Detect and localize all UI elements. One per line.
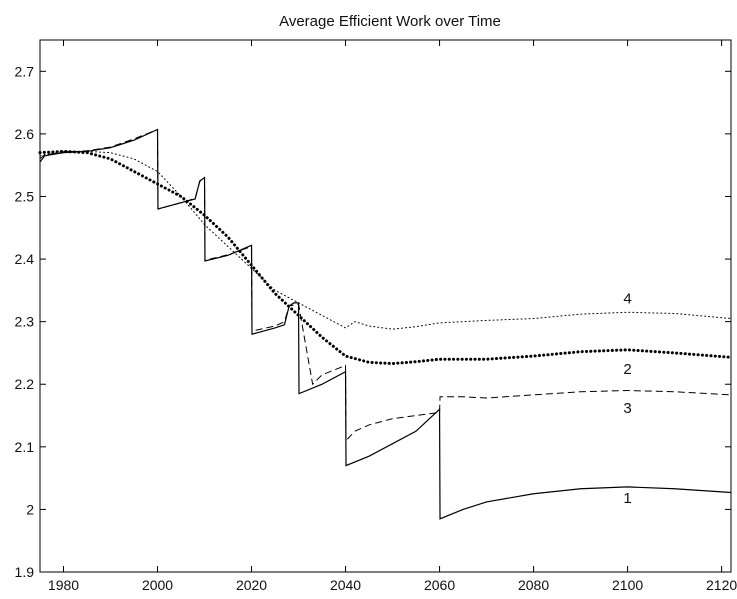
- series-labels: 4 2 3 1: [623, 290, 631, 507]
- x-tick-label: 2060: [424, 577, 455, 593]
- x-tick-label: 2040: [330, 577, 361, 593]
- series-line-3: [39, 128, 732, 442]
- y-tick-label: 2.1: [15, 439, 35, 455]
- y-tick-label: 2.3: [15, 314, 35, 330]
- plot-frame: [39, 39, 732, 573]
- series-label-3: 3: [623, 400, 631, 417]
- y-tick-label: 1.9: [15, 564, 35, 580]
- series-label-4: 4: [623, 290, 631, 307]
- series-line-1: [39, 128, 732, 520]
- y-tick-label: 2.7: [15, 63, 35, 79]
- series-label-1: 1: [623, 490, 631, 507]
- series-layer: [38, 128, 733, 520]
- x-tick-label: 1980: [48, 577, 79, 593]
- chart-title: Average Efficient Work over Time: [279, 13, 501, 30]
- x-tick-label: 2100: [612, 577, 643, 593]
- x-tick-label: 2080: [518, 577, 549, 593]
- x-tick-label: 2120: [706, 577, 737, 593]
- y-tick-label: 2: [26, 501, 34, 517]
- x-tick-label: 2020: [236, 577, 267, 593]
- y-axis: 1.9 2 2.1 2.2 2.3 2.4 2.5 2.6 2.7: [15, 63, 731, 580]
- series-label-2: 2: [623, 361, 631, 378]
- y-tick-label: 2.5: [15, 188, 35, 204]
- x-tick-label: 2000: [142, 577, 173, 593]
- x-axis: 1980 2000 2020 2040 2060 2080 2100 2120: [48, 40, 737, 593]
- y-tick-label: 2.4: [15, 251, 35, 267]
- y-tick-label: 2.6: [15, 126, 35, 142]
- series-line-2: [38, 149, 733, 366]
- series-line-4: [39, 150, 732, 330]
- y-tick-label: 2.2: [15, 376, 35, 392]
